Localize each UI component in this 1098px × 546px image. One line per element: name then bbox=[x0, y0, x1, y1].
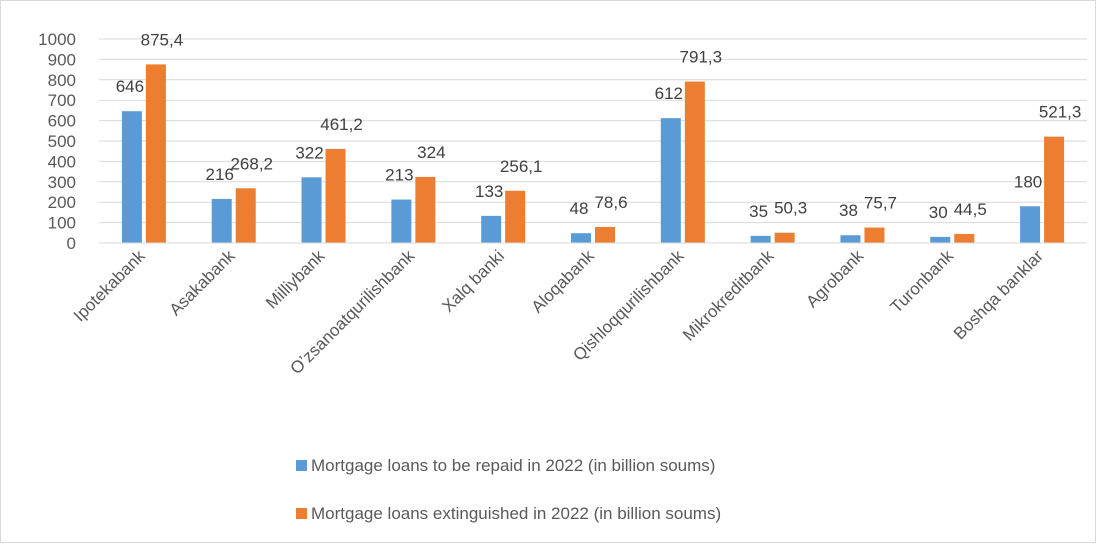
bar-repaid bbox=[660, 118, 681, 243]
x-tick-label: Boshqa banklar bbox=[950, 246, 1047, 343]
y-tick-label: 900 bbox=[48, 50, 76, 69]
bar-extinguished bbox=[325, 148, 346, 243]
data-label: 521,3 bbox=[1039, 103, 1082, 122]
y-tick-label: 0 bbox=[67, 234, 76, 253]
bar-extinguished bbox=[145, 64, 166, 243]
data-label: 180 bbox=[1014, 172, 1042, 191]
gridlines bbox=[99, 38, 1087, 244]
x-axis: Ipotekabank Asakabank MilliybankO’zsanoatq… bbox=[70, 242, 1087, 378]
bar-extinguished bbox=[954, 233, 975, 243]
data-label: 50,3 bbox=[774, 199, 807, 218]
y-tick-label: 100 bbox=[48, 214, 76, 233]
y-tick-label: 1000 bbox=[38, 30, 76, 49]
x-tick-label: Aloqabank bbox=[528, 246, 599, 317]
data-label: 48 bbox=[570, 199, 589, 218]
legend: Mortgage loans to be repaid in 2022 (in … bbox=[296, 456, 721, 523]
y-tick-label: 600 bbox=[48, 112, 76, 131]
bar-repaid bbox=[301, 177, 322, 243]
data-label: 75,7 bbox=[864, 194, 897, 213]
data-label: 875,4 bbox=[141, 30, 184, 49]
bar-repaid bbox=[121, 111, 142, 243]
bar-extinguished bbox=[864, 227, 885, 243]
data-label: 612 bbox=[655, 84, 683, 103]
data-label: 38 bbox=[839, 201, 858, 220]
data-label: 324 bbox=[417, 143, 445, 162]
bar-extinguished bbox=[1044, 136, 1065, 243]
x-tick-label: Agrobank bbox=[802, 246, 867, 311]
x-tick-label: Asakabank bbox=[166, 246, 239, 319]
bar-extinguished bbox=[235, 188, 256, 243]
bar-extinguished bbox=[415, 176, 436, 243]
bar-repaid bbox=[1020, 206, 1041, 243]
data-label: 791,3 bbox=[680, 48, 723, 67]
bars bbox=[121, 64, 1065, 243]
x-tick-label: Mikrokreditbank bbox=[679, 246, 778, 345]
data-label: 44,5 bbox=[954, 200, 987, 219]
bar-extinguished bbox=[505, 190, 526, 243]
y-tick-label: 400 bbox=[48, 152, 76, 171]
legend-label: Mortgage loans to be repaid in 2022 (in … bbox=[311, 456, 715, 475]
bar-repaid bbox=[481, 215, 502, 243]
bar-repaid bbox=[750, 235, 771, 243]
data-label: 35 bbox=[749, 202, 768, 221]
y-tick-label: 300 bbox=[48, 173, 76, 192]
x-tick-label: Milliybank bbox=[262, 246, 329, 313]
data-label: 213 bbox=[385, 166, 413, 185]
y-tick-label: 200 bbox=[48, 193, 76, 212]
bar-repaid bbox=[391, 199, 412, 243]
data-label: 216 bbox=[206, 165, 234, 184]
bar-repaid bbox=[211, 198, 232, 243]
y-tick-label: 800 bbox=[48, 71, 76, 90]
data-label: 78,6 bbox=[594, 193, 627, 212]
bar-extinguished bbox=[595, 226, 615, 243]
data-label: 30 bbox=[929, 203, 948, 222]
data-label: 268,2 bbox=[230, 154, 273, 173]
data-label: 133 bbox=[475, 182, 503, 201]
bar-repaid bbox=[571, 233, 591, 243]
x-tick-label: Turonbank bbox=[887, 246, 958, 317]
bar-extinguished bbox=[774, 232, 795, 243]
bar-repaid bbox=[930, 236, 951, 243]
y-tick-label: 700 bbox=[48, 91, 76, 110]
legend-swatch bbox=[296, 508, 307, 519]
legend-swatch bbox=[296, 460, 307, 471]
legend-label: Mortgage loans extinguished in 2022 (in … bbox=[311, 504, 721, 523]
data-label: 256,1 bbox=[500, 157, 543, 176]
x-tick-label: Ipotekabank bbox=[70, 246, 149, 325]
bar-extinguished bbox=[684, 81, 705, 243]
data-label: 461,2 bbox=[320, 115, 363, 134]
y-tick-label: 500 bbox=[48, 132, 76, 151]
data-label: 646 bbox=[116, 77, 144, 96]
bar-repaid bbox=[840, 235, 861, 243]
x-tick-label: Xalq banki bbox=[438, 246, 508, 316]
data-label: 322 bbox=[295, 143, 323, 162]
